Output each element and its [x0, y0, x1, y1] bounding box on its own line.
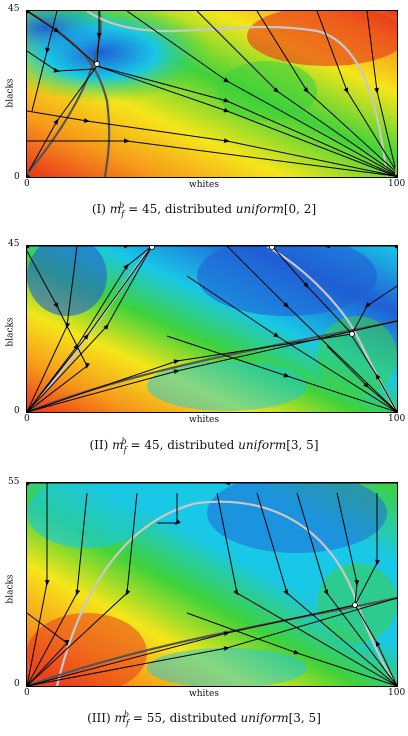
x-max-tick: 100 [388, 414, 406, 424]
y-max-tick: 45 [8, 239, 20, 249]
y-axis-label: blacks [5, 317, 16, 347]
x-min-tick: 0 [24, 179, 30, 189]
figure-caption: (I) mfb = 45, distributed uniform[0, 2] [0, 201, 408, 218]
y-max-tick: 45 [8, 4, 20, 14]
figure-caption: (III) mfb = 55, distributed uniform[3, 5… [0, 710, 408, 727]
caption-sup: b [121, 437, 127, 446]
x-axis-label: whites [189, 180, 219, 190]
caption-dist: uniform [240, 711, 289, 725]
caption-sub: f [125, 718, 129, 728]
caption-number: (II) [89, 438, 109, 452]
y-min-tick: 0 [14, 679, 20, 689]
phase-plot [26, 10, 398, 178]
caption-sup: b [123, 710, 130, 719]
caption-eq: = 55, distributed [129, 711, 241, 725]
y-max-tick: 55 [8, 477, 20, 487]
caption-var: m [114, 711, 126, 725]
caption-sub: f [121, 209, 125, 219]
y-min-tick: 0 [14, 172, 20, 182]
phase-portrait-svg [27, 483, 397, 686]
caption-dist: uniform [235, 202, 284, 216]
caption-var: m [112, 438, 124, 452]
x-min-tick: 0 [24, 414, 30, 424]
caption-range: [3, 5] [286, 438, 319, 452]
figure-panel-2: 45 0 blacks [0, 235, 408, 460]
x-max-tick: 100 [388, 179, 406, 189]
x-min-tick: 0 [24, 688, 30, 698]
caption-number: (I) [91, 202, 106, 216]
x-axis-label: whites [189, 415, 219, 425]
phase-plot [26, 482, 398, 687]
caption-sup: b [119, 201, 125, 210]
y-min-tick: 0 [14, 406, 20, 416]
y-axis-label: blacks [5, 78, 16, 108]
caption-var: m [109, 202, 122, 216]
figure-panel-3: 55 0 blacks [0, 472, 408, 736]
phase-portrait-svg [27, 11, 397, 177]
y-axis-label: blacks [5, 574, 16, 604]
caption-range: [0, 2] [283, 202, 317, 216]
caption-eq: = 45, distributed [126, 438, 239, 452]
phase-plot [26, 245, 398, 413]
phase-portrait-svg [27, 246, 397, 412]
x-axis-label: whites [189, 689, 219, 699]
caption-dist: uniform [238, 438, 287, 452]
figure-panel-1: 45 0 blacks [0, 0, 408, 222]
caption-eq: = 45, distributed [124, 202, 236, 216]
x-max-tick: 100 [388, 688, 406, 698]
figure-caption: (II) mfb = 45, distributed uniform[3, 5] [0, 437, 408, 454]
caption-range: [3, 5] [288, 711, 321, 725]
caption-number: (III) [87, 711, 111, 725]
caption-sub: f [123, 445, 127, 455]
